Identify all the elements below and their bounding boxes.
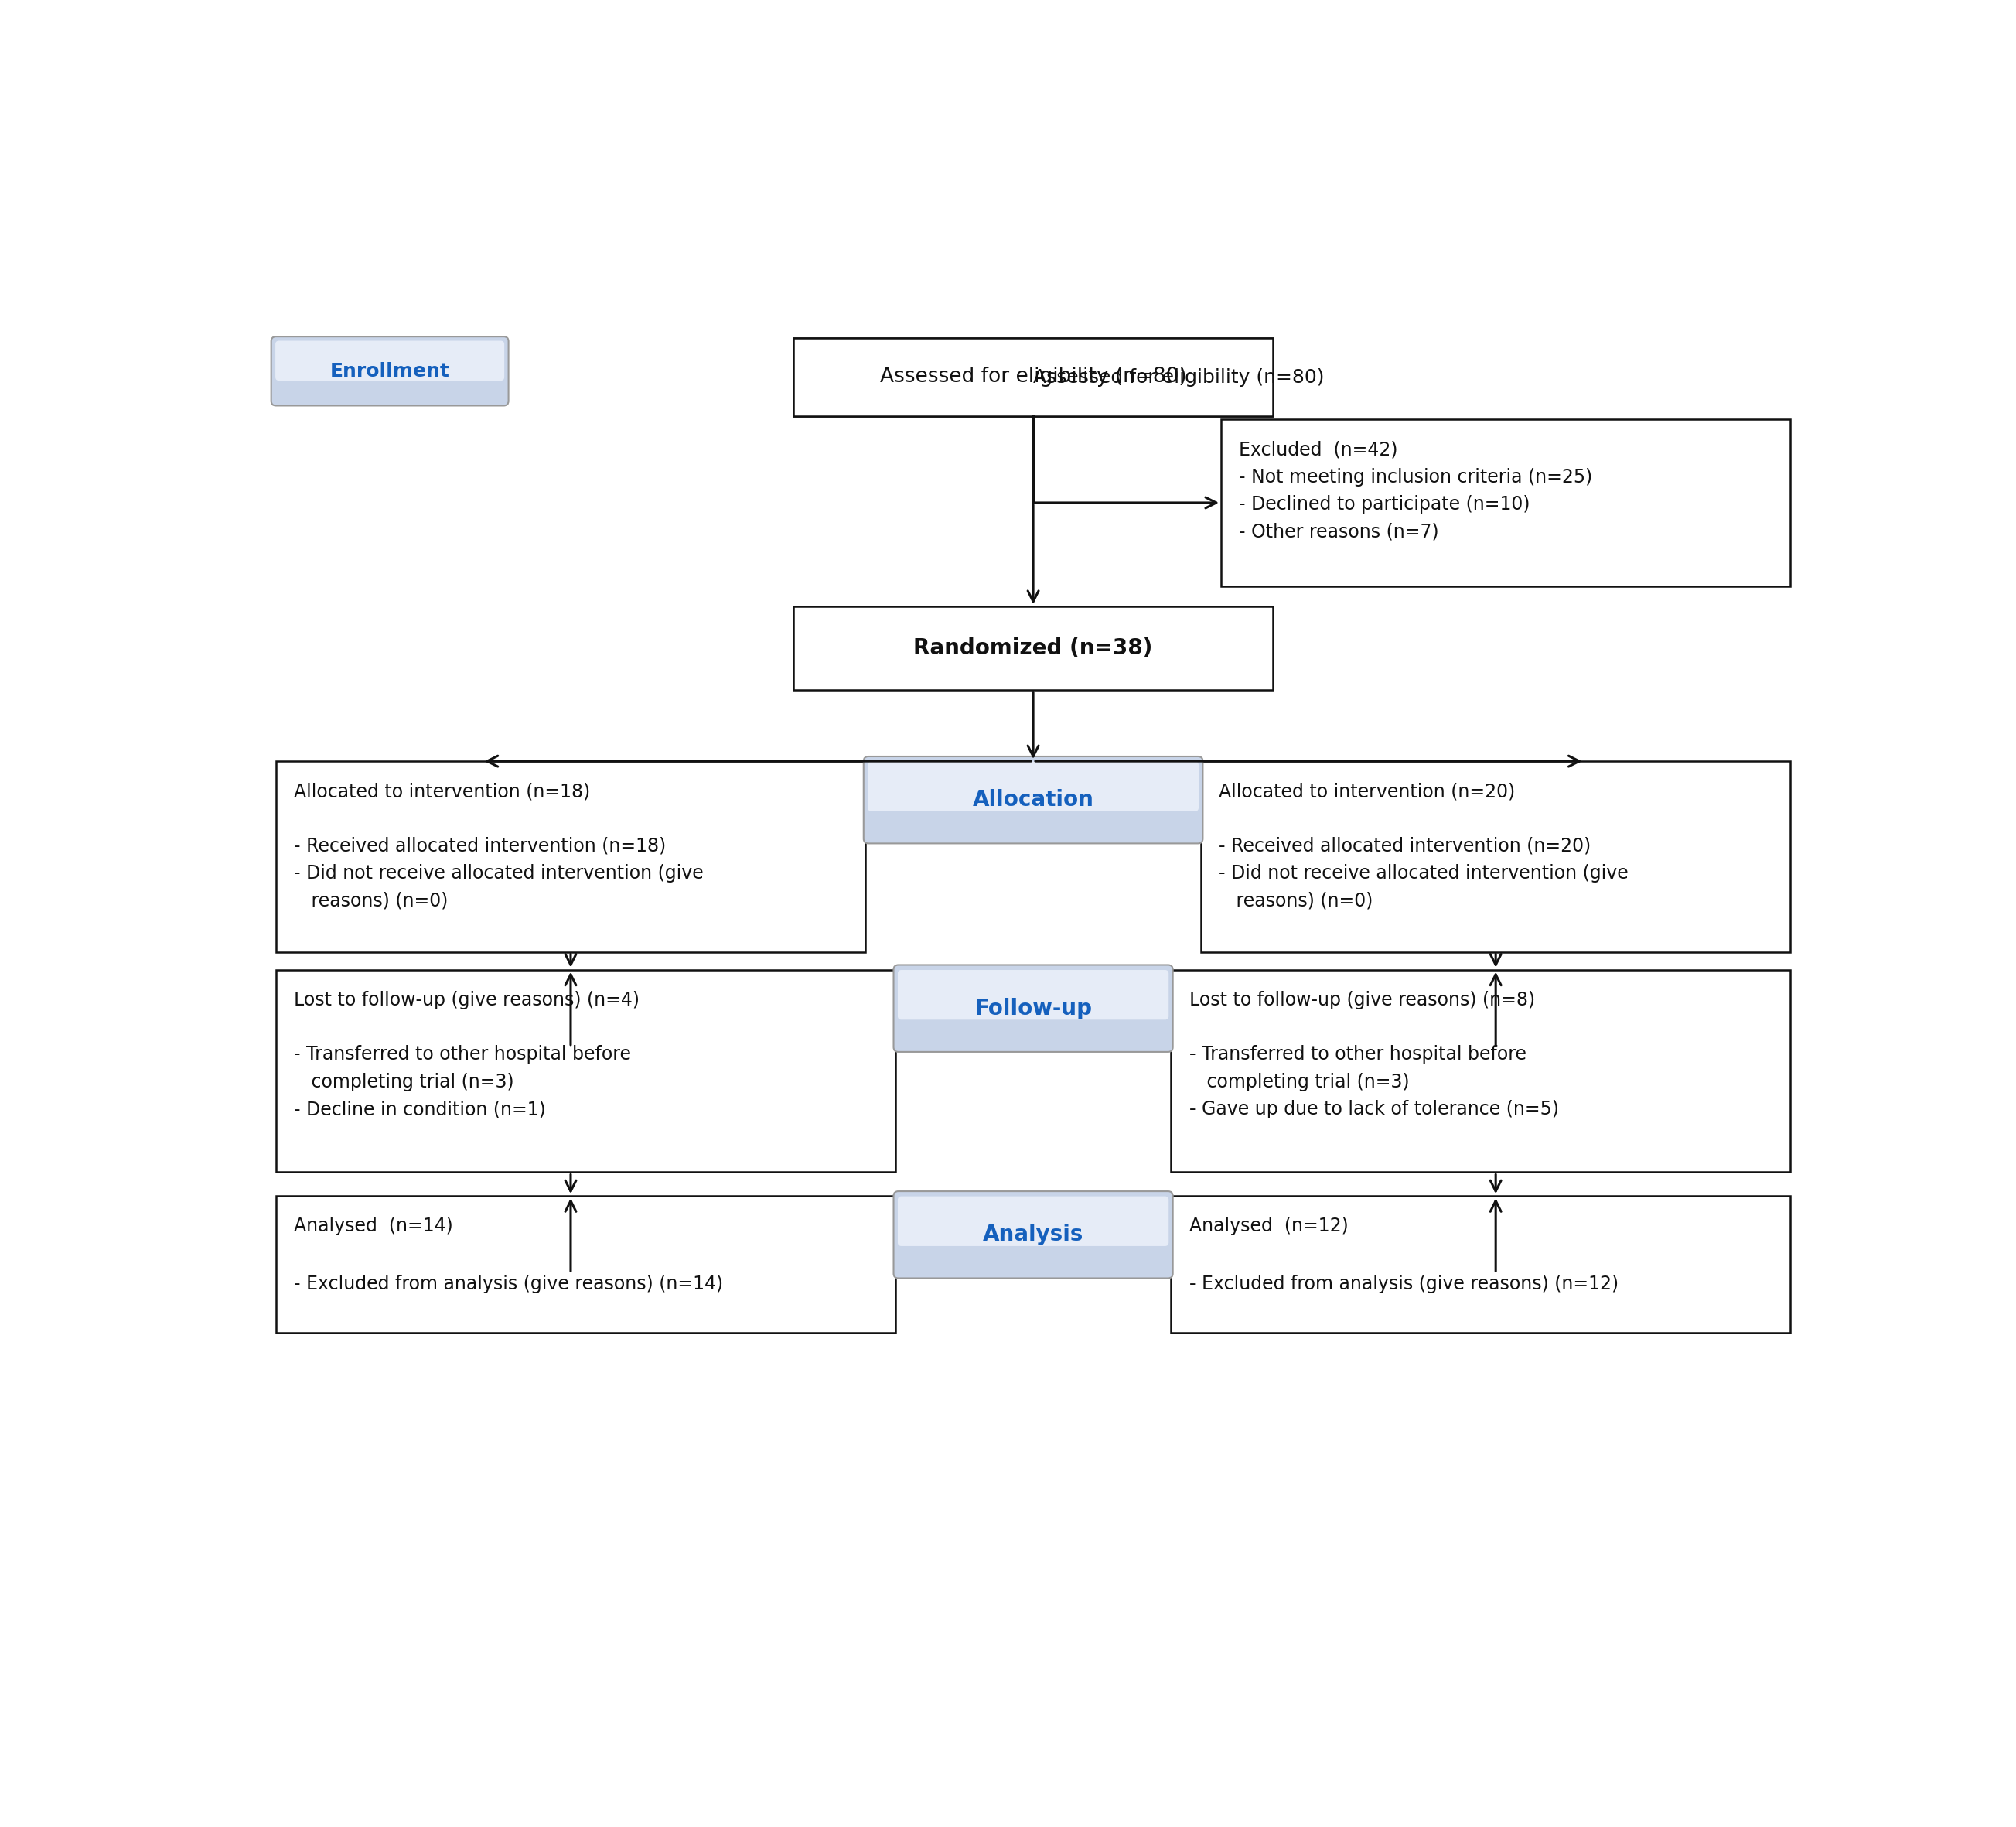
Text: Assessed for eligibility (n=80): Assessed for eligibility (n=80) <box>879 367 1187 387</box>
Text: Analysis: Analysis <box>982 1224 1085 1246</box>
Text: Follow-up: Follow-up <box>974 998 1093 1019</box>
Text: Lost to follow-up (give reasons) (n=4)

- Transferred to other hospital before
 : Lost to follow-up (give reasons) (n=4) -… <box>294 990 639 1118</box>
FancyBboxPatch shape <box>794 338 1272 417</box>
FancyBboxPatch shape <box>893 1191 1173 1279</box>
Text: Analysed  (n=14)

- Excluded from analysis (give reasons) (n=14): Analysed (n=14) - Excluded from analysis… <box>294 1217 724 1294</box>
FancyBboxPatch shape <box>897 1197 1169 1246</box>
Text: Enrollment: Enrollment <box>331 362 450 380</box>
FancyBboxPatch shape <box>794 338 1272 417</box>
FancyBboxPatch shape <box>1222 420 1790 586</box>
FancyBboxPatch shape <box>1202 762 1790 952</box>
Text: Allocation: Allocation <box>972 789 1095 811</box>
Text: Lost to follow-up (give reasons) (n=8)

- Transferred to other hospital before
 : Lost to follow-up (give reasons) (n=8) -… <box>1189 990 1558 1118</box>
FancyBboxPatch shape <box>276 970 895 1173</box>
Text: Allocated to intervention (n=18)

- Received allocated intervention (n=18)
- Did: Allocated to intervention (n=18) - Recei… <box>294 782 704 910</box>
FancyBboxPatch shape <box>863 756 1204 844</box>
FancyBboxPatch shape <box>893 965 1173 1052</box>
FancyBboxPatch shape <box>272 336 508 406</box>
FancyBboxPatch shape <box>276 1197 895 1334</box>
Text: Excluded  (n=42)
- Not meeting inclusion criteria (n=25)
- Declined to participa: Excluded (n=42) - Not meeting inclusion … <box>1240 440 1593 541</box>
FancyBboxPatch shape <box>1171 970 1790 1173</box>
Text: Assessed for eligibility (n=80): Assessed for eligibility (n=80) <box>1034 367 1325 387</box>
FancyBboxPatch shape <box>794 607 1272 691</box>
Text: Randomized (n=38): Randomized (n=38) <box>913 638 1153 660</box>
Text: Allocated to intervention (n=20)

- Received allocated intervention (n=20)
- Did: Allocated to intervention (n=20) - Recei… <box>1220 782 1629 910</box>
FancyBboxPatch shape <box>867 762 1200 811</box>
FancyBboxPatch shape <box>276 342 504 380</box>
FancyBboxPatch shape <box>276 762 865 952</box>
Text: Analysed  (n=12)

- Excluded from analysis (give reasons) (n=12): Analysed (n=12) - Excluded from analysis… <box>1189 1217 1619 1294</box>
FancyBboxPatch shape <box>1171 1197 1790 1334</box>
FancyBboxPatch shape <box>897 970 1169 1019</box>
